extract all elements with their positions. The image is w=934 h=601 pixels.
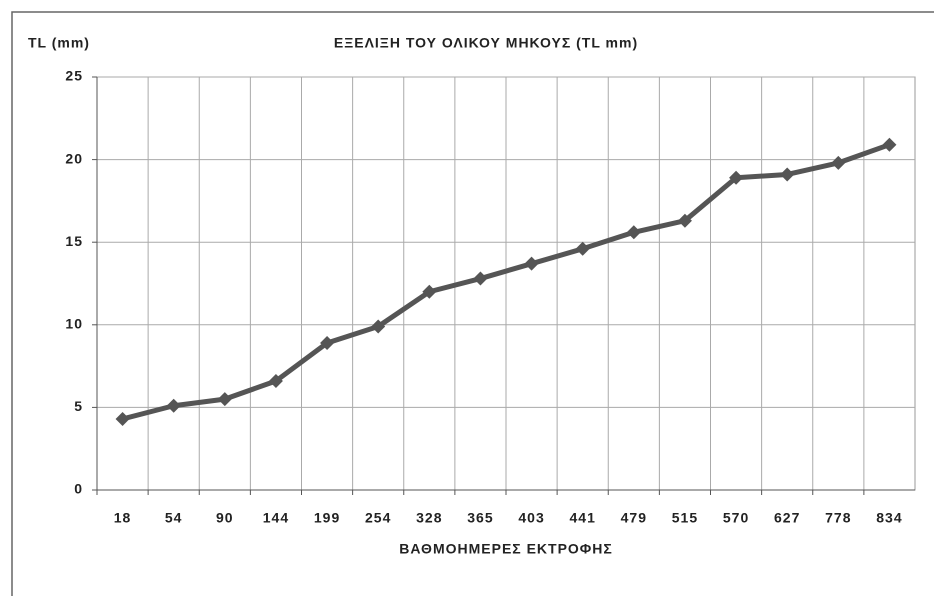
data-line (121, 142, 891, 422)
y-axis-label: TL (mm) (28, 35, 90, 51)
data-marker (115, 411, 130, 426)
data-marker (268, 373, 283, 388)
y-tick-label: 25 (65, 68, 83, 84)
x-tick-label: 627 (774, 510, 800, 526)
x-tick-label: 328 (416, 510, 442, 526)
data-marker (575, 241, 590, 256)
x-tick-label: 834 (876, 510, 902, 526)
data-marker (729, 170, 744, 185)
data-marker (831, 155, 846, 170)
x-tick-label: 441 (570, 510, 596, 526)
y-tick-label: 5 (74, 398, 83, 414)
x-tick-label: 570 (723, 510, 749, 526)
x-tick-label: 18 (114, 510, 132, 526)
data-marker (780, 167, 795, 182)
data-marker (217, 392, 232, 407)
data-marker (166, 398, 181, 413)
x-tick-label: 54 (165, 510, 183, 526)
y-tick-label: 10 (65, 316, 83, 332)
data-marker (473, 271, 488, 286)
x-tick-label: 778 (825, 510, 851, 526)
data-marker (677, 213, 692, 228)
chart-frame (11, 11, 934, 601)
x-tick-label: 90 (216, 510, 234, 526)
x-axis-label: ΒΑΘΜΟΗΜΕΡΕΣ ΕΚΤΡΟΦΗΣ (399, 541, 613, 557)
x-tick-label: 365 (467, 510, 493, 526)
data-marker (882, 137, 897, 152)
y-tick-label: 15 (65, 233, 83, 249)
x-tick-label: 144 (263, 510, 289, 526)
data-marker (320, 335, 335, 350)
x-tick-label: 479 (621, 510, 647, 526)
y-tick-label: 20 (65, 150, 83, 166)
data-marker (626, 225, 641, 240)
x-tick-label: 254 (365, 510, 391, 526)
data-marker (371, 319, 386, 334)
y-tick-label: 0 (74, 481, 83, 497)
x-tick-label: 403 (518, 510, 544, 526)
data-marker (524, 256, 539, 271)
x-tick-label: 515 (672, 510, 698, 526)
x-tick-label: 199 (314, 510, 340, 526)
chart-title: ΕΞΕΛΙΞΗ ΤΟΥ ΟΛΙΚΟΥ ΜΗΚΟΥΣ (TL mm) (334, 35, 638, 51)
data-marker (422, 284, 437, 299)
